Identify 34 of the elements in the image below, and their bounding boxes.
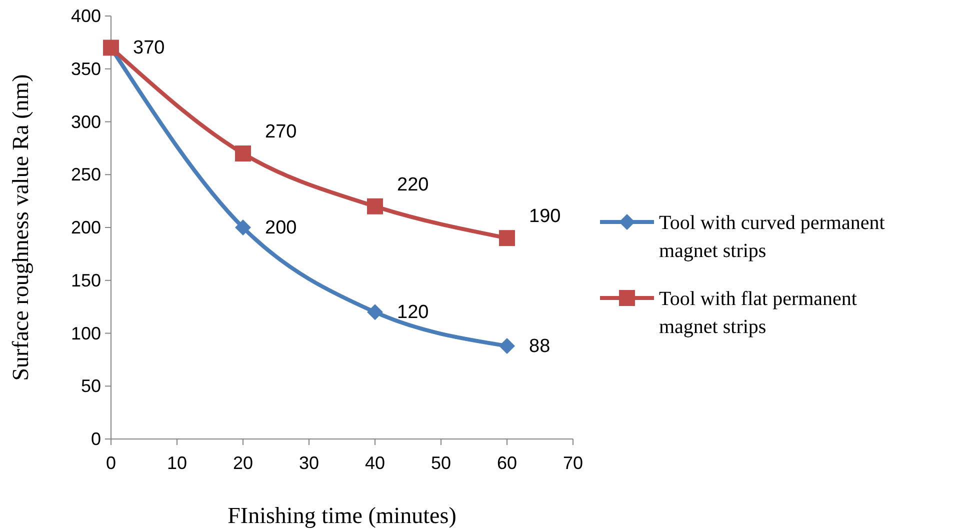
y-tick-label: 50: [80, 376, 101, 396]
data-label: 370: [133, 38, 165, 59]
x-axis-title: FInishing time (minutes): [228, 503, 456, 528]
legend-label: Tool with curved permanent magnet strips: [659, 212, 886, 262]
y-tick-label: 150: [70, 270, 101, 290]
y-tick-label: 100: [70, 323, 101, 344]
data-label: 220: [397, 174, 429, 196]
data-label: 88: [529, 336, 550, 357]
data-label: 120: [397, 302, 429, 324]
data-label: 190: [529, 206, 561, 228]
data-label: 200: [265, 218, 297, 238]
point: [235, 145, 251, 162]
point: [499, 230, 515, 246]
x-tick-label: 40: [364, 453, 386, 473]
point: [367, 304, 383, 320]
x-tick-label: 70: [562, 453, 584, 473]
legend-label: Tool with flat permanent magnet strips: [659, 288, 858, 338]
y-tick-label: 200: [70, 218, 101, 238]
x-tick-label: 20: [232, 453, 254, 473]
point: [235, 220, 251, 236]
x-tick-label: 60: [496, 453, 518, 473]
y-tick-label: 300: [70, 112, 101, 132]
x-tick-label: 0: [106, 453, 116, 473]
y-tick-label: 250: [70, 164, 101, 185]
y-tick-label: 400: [70, 6, 101, 26]
x-tick-label: 10: [166, 453, 188, 473]
x-tick-label: 50: [430, 453, 452, 473]
point: [367, 198, 383, 214]
data-label: 270: [265, 121, 297, 142]
y-tick-label: 350: [70, 58, 101, 79]
y-tick-label: 0: [90, 429, 101, 449]
y-axis-title: Surface roughness value Ra (nm): [8, 74, 33, 381]
x-tick-label: 30: [298, 453, 320, 473]
point: [499, 338, 515, 354]
